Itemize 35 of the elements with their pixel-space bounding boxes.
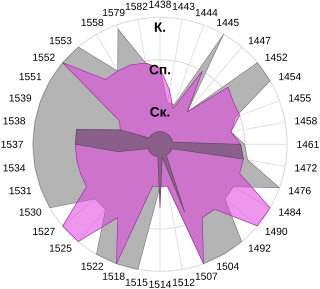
y-tick-label: К. <box>154 22 166 32</box>
spoke-label: 1445 <box>217 19 239 26</box>
spoke-label: 1454 <box>279 73 301 80</box>
spoke-label: 1514 <box>149 280 172 288</box>
spoke-label: 1476 <box>289 187 311 195</box>
spoke-label: 1531 <box>10 187 32 195</box>
spoke-label: 1530 <box>20 208 42 216</box>
spoke-label: 1447 <box>248 37 270 44</box>
spoke-label: 1461 <box>297 140 319 148</box>
spoke-label: 1443 <box>172 2 194 10</box>
spoke-label: 1515 <box>126 278 148 286</box>
spoke-label: 1444 <box>196 9 218 16</box>
spoke-label: 1458 <box>295 117 317 125</box>
spoke-label: 1551 <box>20 73 42 80</box>
spoke-label: 1558 <box>82 19 104 26</box>
spoke-label: 1522 <box>82 262 104 270</box>
spoke-label: 1512 <box>172 278 194 286</box>
spoke-label: 1452 <box>266 54 288 62</box>
spoke-label: 1582 <box>126 2 148 10</box>
spoke-label: 1507 <box>196 272 218 280</box>
spoke-label: 1539 <box>10 94 32 102</box>
spoke-label: 1538 <box>4 117 26 125</box>
spoke-label: 1537 <box>1 140 23 148</box>
spoke-label: 1534 <box>4 164 26 172</box>
spoke-label: 1552 <box>33 54 55 62</box>
spoke-label: 1455 <box>289 94 311 102</box>
spoke-label: 1438 <box>149 0 171 8</box>
spoke-label: 1553 <box>50 37 72 44</box>
spoke-label: 1472 <box>295 164 317 172</box>
spoke-label: 1527 <box>33 228 55 236</box>
spoke-label: 1490 <box>266 228 288 236</box>
spoke-label: 1504 <box>217 262 239 270</box>
spoke-label: 1518 <box>103 272 125 280</box>
spoke-label: 1579 <box>103 9 125 16</box>
spoke-label: 1484 <box>279 208 301 216</box>
